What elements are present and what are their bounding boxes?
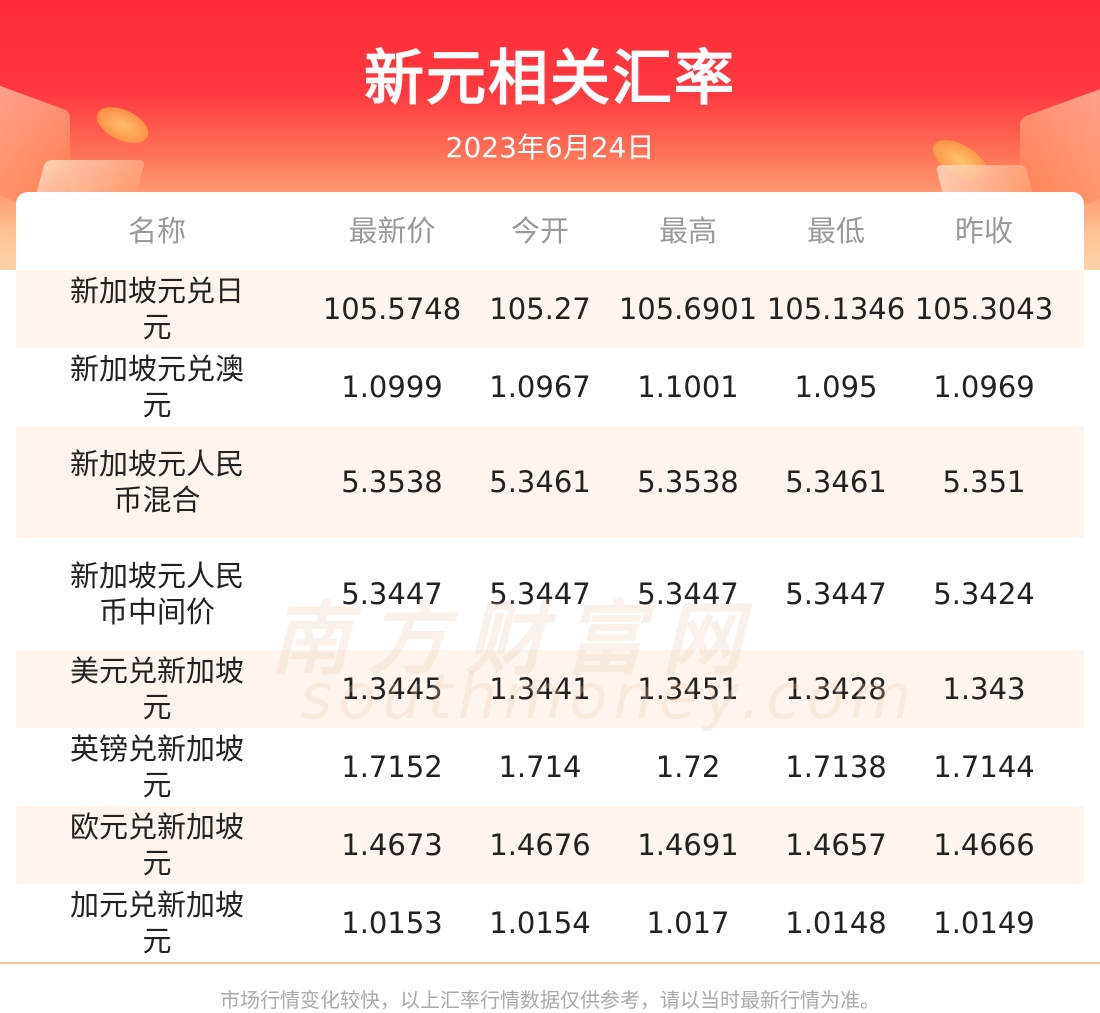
rate-value: 105.6901 [618,292,758,326]
column-header: 昨收 [954,214,1013,248]
rate-value: 1.7138 [785,750,887,784]
rate-value: 1.3445 [341,672,443,706]
rate-value: 5.3538 [341,465,443,499]
rate-value: 5.3461 [489,465,591,499]
rate-value: 1.0153 [341,906,443,940]
column-header: 最高 [658,214,717,248]
rate-value: 1.0967 [489,370,591,404]
currency-pair-name: 新加坡元人民币中间价 [69,559,244,629]
currency-pair-name: 新加坡元兑澳元 [69,352,244,422]
rate-value: 1.7152 [341,750,443,784]
table-row: 新加坡元人民币混合 5.3538 5.3461 5.3538 5.3461 5.351 [16,426,1084,538]
page-title: 新元相关汇率 [364,44,736,114]
rate-value: 1.4673 [341,828,443,862]
rate-value: 5.3447 [785,577,887,611]
rate-value: 1.3451 [637,672,739,706]
table-row: 新加坡元兑日元 105.5748 105.27 105.6901 105.1346 105… [16,270,1084,348]
rate-value: 5.3424 [933,577,1035,611]
rate-value: 1.343 [942,672,1026,706]
rate-value: 1.0148 [785,906,887,940]
rate-value: 5.3538 [637,465,739,499]
rate-value: 5.3461 [785,465,887,499]
rate-value: 105.1346 [766,292,906,326]
divider [0,962,1100,964]
rate-value: 1.0149 [933,906,1035,940]
currency-pair-name: 欧元兑新加坡元 [69,810,244,880]
table-row: 美元兑新加坡元 1.3445 1.3441 1.3451 1.3428 1.343 [16,650,1084,728]
rate-value: 5.3447 [341,577,443,611]
rate-value: 1.017 [646,906,730,940]
rate-value: 1.72 [655,750,721,784]
rate-value: 5.3447 [637,577,739,611]
rate-value: 1.3441 [489,672,591,706]
rate-value: 5.3447 [489,577,591,611]
rate-value: 1.0999 [341,370,443,404]
rate-value: 1.3428 [785,672,887,706]
rate-value: 1.0154 [489,906,591,940]
rate-value: 105.27 [489,292,591,326]
table-row: 英镑兑新加坡元 1.7152 1.714 1.72 1.7138 1.7144 [16,728,1084,806]
rate-value: 5.351 [942,465,1026,499]
currency-pair-name: 新加坡元人民币混合 [69,447,244,517]
rate-value: 105.3043 [914,292,1054,326]
currency-pair-name: 英镑兑新加坡元 [69,732,244,802]
currency-pair-name: 加元兑新加坡元 [69,888,244,958]
table-header: 名称 最新价 今开 最高 最低 昨收 [16,192,1084,270]
rate-value: 1.4666 [933,828,1035,862]
currency-pair-name: 新加坡元兑日元 [69,274,244,344]
rate-value: 1.4676 [489,828,591,862]
table-row: 欧元兑新加坡元 1.4673 1.4676 1.4691 1.4657 1.4666 [16,806,1084,884]
rate-value: 1.0969 [933,370,1035,404]
currency-pair-name: 美元兑新加坡元 [69,654,244,724]
table-row: 加元兑新加坡元 1.0153 1.0154 1.017 1.0148 1.0149 [16,884,1084,962]
date-label: 2023年6月24日 [445,131,655,164]
rate-value: 105.5748 [322,292,462,326]
table-row: 新加坡元兑澳元 1.0999 1.0967 1.1001 1.095 1.0969 [16,348,1084,426]
rate-value: 1.7144 [933,750,1035,784]
table-row: 新加坡元人民币中间价 5.3447 5.3447 5.3447 5.3447 5.3424 [16,538,1084,650]
disclaimer: 市场行情变化较快，以上汇率行情数据仅供参考，请以当时最新行情为准。 [220,988,880,1012]
rate-value: 1.095 [794,370,878,404]
rate-value: 1.4691 [637,828,739,862]
rate-value: 1.714 [498,750,582,784]
rate-value: 1.1001 [637,370,739,404]
column-header: 名称 [127,214,186,248]
rate-value: 1.4657 [785,828,887,862]
column-header: 最低 [806,214,865,248]
rates-table: 名称 最新价 今开 最高 最低 昨收 新加坡元兑日元 105.5748 105.27… [16,192,1084,962]
column-header: 今开 [510,214,569,248]
column-header: 最新价 [348,214,436,248]
